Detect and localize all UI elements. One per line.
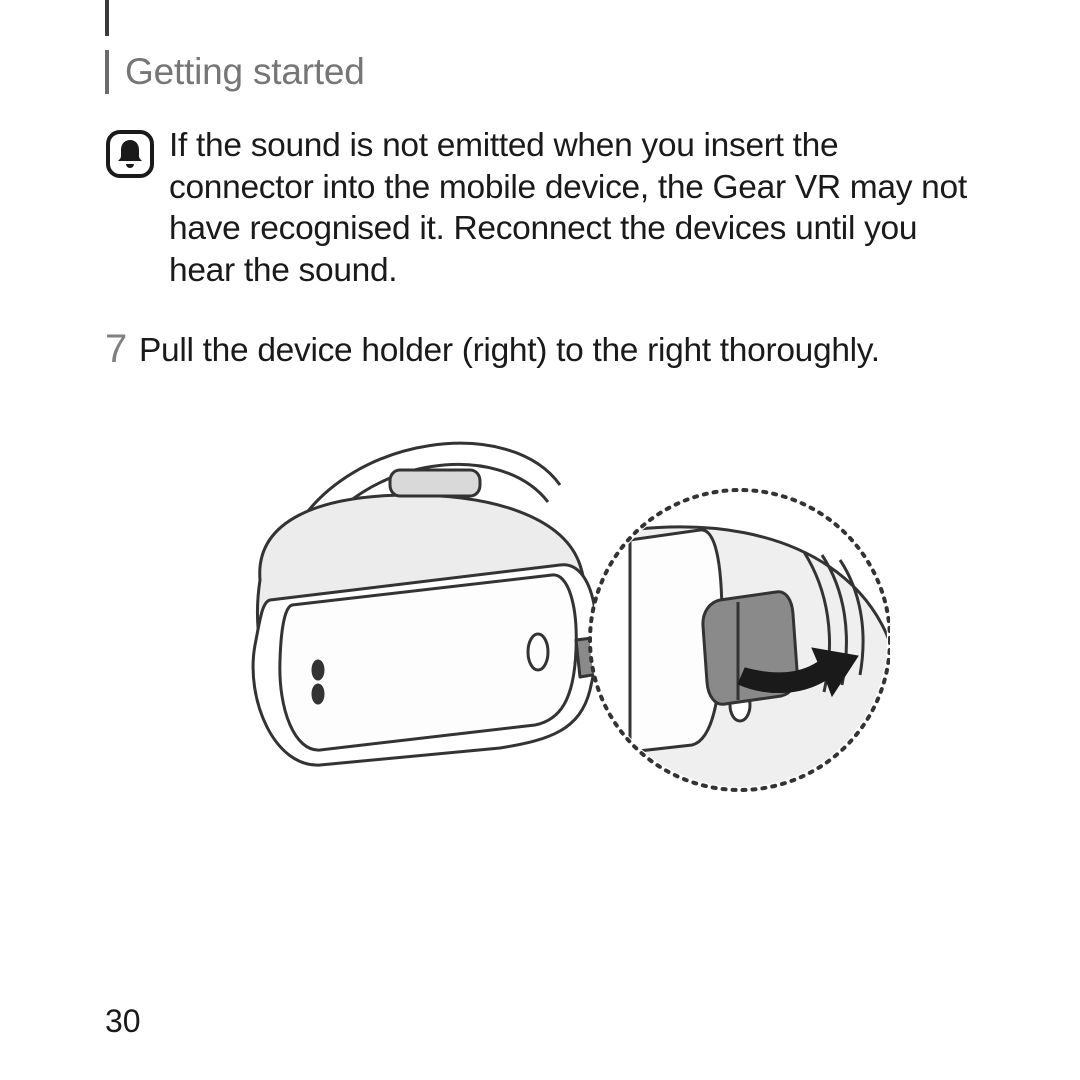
heading-bar xyxy=(105,50,109,94)
page-number: 30 xyxy=(105,1003,141,1040)
step-7: 7 Pull the device holder (right) to the … xyxy=(105,330,983,372)
note-text: If the sound is not emitted when you ins… xyxy=(169,125,983,291)
step-text: Pull the device holder (right) to the ri… xyxy=(139,330,880,372)
figure-gear-vr-holder xyxy=(200,400,890,830)
bell-icon xyxy=(105,129,155,179)
section-heading: Getting started xyxy=(105,50,365,94)
step-number: 7 xyxy=(105,329,139,369)
header-tick xyxy=(105,0,109,36)
note-block: If the sound is not emitted when you ins… xyxy=(105,125,983,291)
heading-text: Getting started xyxy=(125,51,365,93)
